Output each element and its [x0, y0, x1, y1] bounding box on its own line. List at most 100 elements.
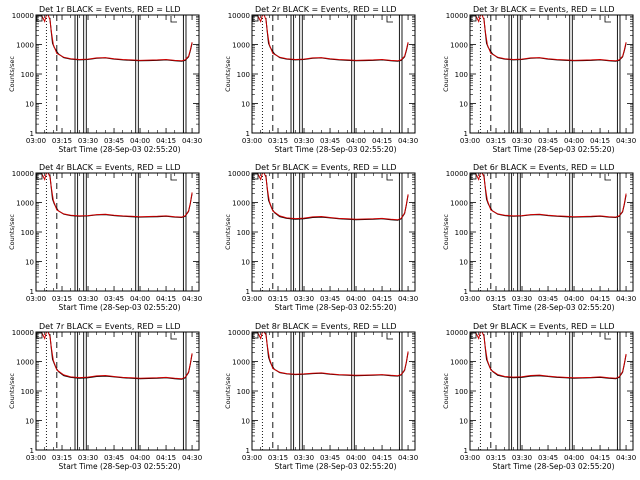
y-tick-label: 100	[237, 388, 250, 396]
chart-title: Det 4r BLACK = Events, RED = LLD	[39, 163, 181, 172]
y-tick-label: 10	[459, 259, 468, 267]
y-tick-label: 100	[21, 388, 34, 396]
axis-frame	[469, 331, 634, 451]
x-tick-label: 04:30	[398, 295, 418, 303]
corner-box-left	[470, 173, 477, 180]
x-tick-label: 03:15	[268, 295, 288, 303]
x-tick-label: 03:30	[78, 295, 98, 303]
x-tick-label: 03:15	[52, 295, 72, 303]
x-tick-label: 04:00	[564, 137, 584, 145]
axis-frame	[35, 331, 200, 451]
x-tick-label: 04:00	[346, 295, 366, 303]
y-tick-label: 1	[464, 130, 468, 138]
y-tick-label: 1	[464, 288, 468, 296]
x-tick-label: 04:30	[616, 454, 636, 462]
y-tick-label: 10	[241, 259, 250, 267]
y-axis-label: Counts/sec	[224, 56, 232, 92]
chart-panel-4: 1 10 100 1000 10000 03:00 03:15 03:30 03:45 04:00…	[8, 163, 202, 312]
x-tick-label: 04:00	[130, 295, 150, 303]
y-tick-label: 1	[30, 447, 34, 455]
x-tick-label: 03:00	[242, 454, 262, 462]
y-tick-label: 100	[237, 71, 250, 79]
x-tick-label: 03:45	[538, 295, 558, 303]
chart-panel-5: 1 10 100 1000 10000 03:00 03:15 03:30 03:45 04:00…	[224, 163, 418, 312]
chart-panel-3: 1 10 100 1000 10000 03:00 03:15 03:30 03:45 04:00…	[442, 5, 636, 154]
y-tick-label: 10	[241, 101, 250, 109]
y-tick-label: 10000	[228, 12, 250, 20]
x-axis-label: Start Time (28-Sep-03 02:55:20)	[493, 145, 615, 154]
x-tick-label: 04:15	[372, 454, 392, 462]
y-tick-label: 10	[459, 418, 468, 426]
x-tick-label: 04:15	[590, 454, 610, 462]
corner-box-right	[170, 174, 177, 181]
x-axis-label: Start Time (28-Sep-03 02:55:20)	[493, 303, 615, 312]
y-tick-label: 10000	[446, 170, 468, 178]
x-tick-label: 04:30	[616, 295, 636, 303]
y-tick-label: 1000	[232, 359, 250, 367]
y-axis-label: Counts/sec	[8, 373, 16, 409]
series-lld-line	[474, 15, 627, 62]
x-tick-label: 03:15	[268, 454, 288, 462]
corner-box-left	[36, 173, 43, 180]
y-axis-label: Counts/sec	[224, 214, 232, 250]
series-lld-line	[256, 15, 409, 62]
y-tick-label: 1	[464, 447, 468, 455]
x-axis-label: Start Time (28-Sep-03 02:55:20)	[59, 145, 181, 154]
x-tick-label: 04:15	[156, 137, 176, 145]
chart-panel-7: 1 10 100 1000 10000 03:00 03:15 03:30 03:45 04:00…	[8, 322, 202, 471]
y-tick-label: 1000	[16, 200, 34, 208]
x-tick-label: 04:00	[564, 454, 584, 462]
y-tick-label: 10	[25, 259, 34, 267]
x-tick-label: 04:15	[590, 295, 610, 303]
y-tick-label: 100	[237, 229, 250, 237]
corner-box-left	[470, 332, 477, 339]
x-tick-label: 03:45	[320, 137, 340, 145]
x-tick-label: 04:30	[398, 137, 418, 145]
corner-box-left	[252, 173, 259, 180]
x-tick-label: 03:15	[268, 137, 288, 145]
series-events-line	[483, 174, 627, 219]
x-tick-label: 03:15	[52, 137, 72, 145]
series-events-line	[265, 175, 409, 221]
y-axis-label: Counts/sec	[442, 214, 450, 250]
x-tick-label: 04:00	[130, 454, 150, 462]
y-axis-label: Counts/sec	[442, 373, 450, 409]
x-tick-label: 04:30	[182, 454, 202, 462]
y-tick-label: 100	[455, 388, 468, 396]
y-axis-label: Counts/sec	[224, 373, 232, 409]
series-events-line	[49, 174, 193, 219]
x-tick-label: 03:45	[538, 137, 558, 145]
axis-frame	[469, 14, 634, 134]
axis-frame	[251, 172, 416, 292]
y-tick-label: 1000	[450, 42, 468, 50]
y-axis-label: Counts/sec	[442, 56, 450, 92]
series-lld-line	[256, 332, 409, 377]
x-tick-label: 03:45	[104, 454, 124, 462]
x-tick-label: 03:30	[294, 454, 314, 462]
series-lld-line	[40, 173, 193, 218]
x-tick-label: 04:15	[590, 137, 610, 145]
x-tick-label: 04:15	[156, 454, 176, 462]
y-tick-label: 10000	[228, 329, 250, 337]
series-lld-line	[256, 173, 409, 221]
corner-box-right	[604, 174, 611, 181]
y-tick-label: 100	[21, 71, 34, 79]
y-tick-label: 1	[30, 130, 34, 138]
y-tick-label: 1000	[16, 42, 34, 50]
chart-title: Det 1r BLACK = Events, RED = LLD	[39, 5, 181, 14]
corner-box-right	[604, 16, 611, 23]
x-tick-label: 04:15	[372, 137, 392, 145]
corner-box-right	[386, 333, 393, 340]
corner-box-left	[252, 15, 259, 22]
corner-box-left	[470, 15, 477, 22]
y-tick-label: 100	[455, 229, 468, 237]
x-tick-label: 04:15	[156, 295, 176, 303]
y-tick-label: 10	[459, 101, 468, 109]
x-tick-label: 04:00	[130, 137, 150, 145]
x-tick-label: 03:00	[26, 295, 46, 303]
y-tick-label: 10000	[12, 329, 34, 337]
x-tick-label: 03:15	[486, 295, 506, 303]
y-tick-label: 1	[30, 288, 34, 296]
series-lld-line	[474, 173, 627, 218]
